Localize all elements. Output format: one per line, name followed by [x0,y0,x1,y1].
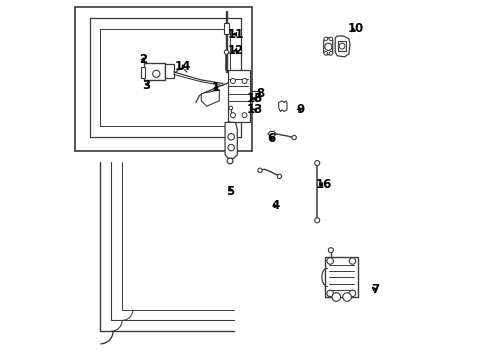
Circle shape [348,258,355,264]
Circle shape [257,168,262,172]
Circle shape [328,51,332,55]
Bar [224,23,228,34]
Circle shape [331,293,340,301]
Circle shape [324,43,331,50]
Polygon shape [323,38,332,55]
Circle shape [314,161,319,166]
Text: 7: 7 [370,283,378,296]
Circle shape [152,70,160,77]
Polygon shape [224,122,237,158]
Circle shape [291,135,296,140]
Circle shape [230,78,235,84]
Text: 3: 3 [142,79,150,92]
Text: 9: 9 [296,103,304,116]
Circle shape [227,158,232,164]
Circle shape [339,43,344,49]
Bar [143,63,165,80]
Text: 15: 15 [246,93,263,105]
Bar [325,257,357,297]
Circle shape [348,290,355,297]
Bar [228,70,249,122]
Circle shape [314,218,319,223]
Circle shape [328,37,332,41]
Circle shape [277,174,281,179]
Polygon shape [278,101,286,112]
Circle shape [326,290,333,297]
Polygon shape [335,36,349,57]
Text: 4: 4 [270,199,279,212]
Circle shape [230,113,235,118]
Bar [164,64,173,78]
Text: 1: 1 [211,81,219,94]
Text: 16: 16 [315,178,331,191]
Text: 11: 11 [227,28,244,41]
Text: 12: 12 [227,44,244,57]
Circle shape [227,134,234,140]
Text: 13: 13 [246,103,263,116]
Circle shape [228,106,232,110]
Circle shape [224,50,228,54]
Text: 10: 10 [346,22,363,35]
Circle shape [324,37,327,41]
Circle shape [227,144,234,151]
Text: 8: 8 [256,87,264,100]
Circle shape [328,248,333,253]
Polygon shape [267,131,276,136]
Polygon shape [201,90,219,106]
Circle shape [324,51,327,55]
Bar [141,67,145,78]
Bar [337,41,346,51]
Circle shape [242,78,246,84]
Text: 2: 2 [139,53,147,66]
Text: 5: 5 [225,185,234,198]
Circle shape [326,258,333,264]
Circle shape [242,113,246,118]
Text: 6: 6 [267,132,275,145]
Circle shape [342,293,351,301]
Text: 14: 14 [175,60,191,73]
